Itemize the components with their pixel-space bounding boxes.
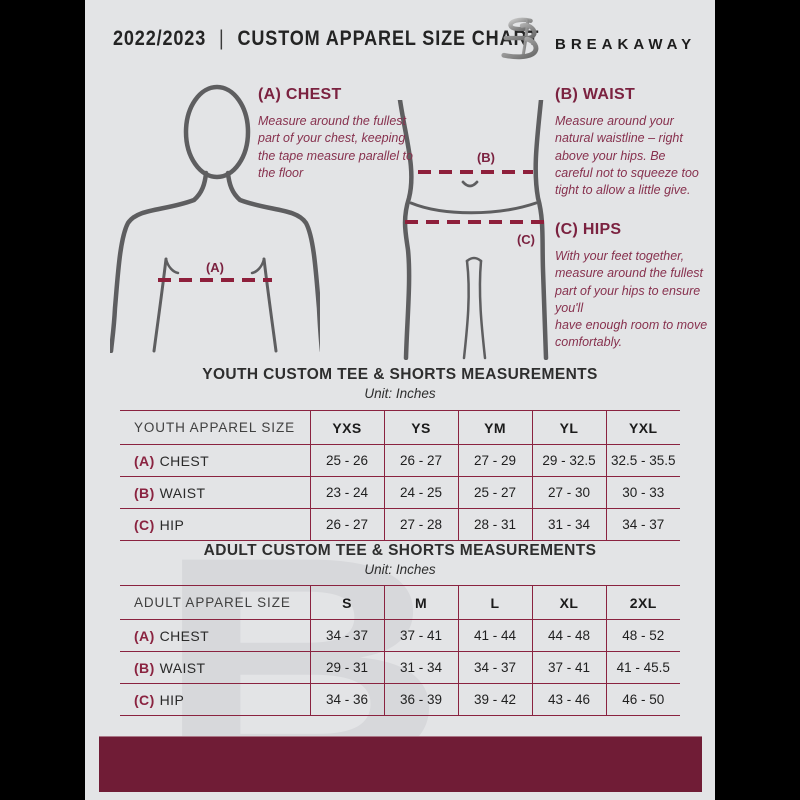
size-value-cell: 36 - 39 [383,683,458,716]
brand-name: BREAKAWAY [555,36,697,53]
youth-unit-label: Unit: Inches [364,386,436,401]
hips-diagram: (B) (C) [393,97,563,365]
row-label: (B) WAIST [120,476,310,509]
hips-guide-text: With your feet together, measure around … [555,249,708,350]
size-value-cell: 23 - 24 [309,476,384,509]
hips-guide: (C) HIPS With your feet together, measur… [555,221,710,352]
table-header-cell: 2XL [605,585,680,620]
row-prefix: (C) [134,516,155,533]
size-value-cell: 25 - 26 [309,444,384,477]
size-value-cell: 39 - 42 [457,683,532,716]
row-name: CHEST [159,627,210,644]
size-value-cell: 29 - 31 [309,651,384,684]
waist-guide: (B) WAIST Measure around your natural wa… [555,86,705,199]
size-value-cell: 27 - 29 [457,444,532,477]
table-header-cell: XL [531,585,606,620]
size-value-cell: 41 - 44 [457,619,532,652]
table-header-cell: YXS [309,410,384,445]
table-header-cell: YS [383,410,458,445]
size-value-cell: 34 - 36 [309,683,384,716]
table-header-cell: YM [457,410,532,445]
row-name: WAIST [159,659,206,676]
table-row: (B) WAIST 23 - 24 24 - 25 25 - 27 27 - 30… [120,476,680,509]
chest-marker-label: (A) [206,260,224,275]
title-separator: | [219,27,225,50]
row-label: (C) HIP [120,683,310,716]
size-value-cell: 28 - 31 [457,508,532,541]
table-header-cell: M [383,585,458,620]
size-value-cell: 43 - 46 [531,683,606,716]
row-label: (C) HIP [120,508,310,541]
size-value-cell: 44 - 48 [531,619,606,652]
row-name: CHEST [159,452,210,469]
table-header-cell: YL [531,410,606,445]
youth-size-table: YOUTH APPAREL SIZE YXS YS YM YL YXL (A) C… [120,410,680,541]
hip-marker-label: (C) [517,232,535,247]
table-row: (B) WAIST 29 - 31 31 - 34 34 - 37 37 - 41… [120,651,680,684]
row-name: HIP [159,691,185,708]
chest-guide-text: Measure around the fullest part of your … [258,114,413,180]
size-value-cell: 31 - 34 [383,651,458,684]
table-header-row: ADULT APPAREL SIZE S M L XL 2XL [120,585,680,620]
row-prefix: (A) [134,627,155,644]
title-text: CUSTOM APPAREL SIZE CHART [237,27,540,50]
size-value-cell: 27 - 30 [531,476,606,509]
waist-marker-label: (B) [477,150,495,165]
table-header-cell: L [457,585,532,620]
size-value-cell: 26 - 27 [309,508,384,541]
row-name: HIP [159,516,185,533]
chest-guide-heading: (A) CHEST [258,86,342,103]
waist-guide-heading: (B) WAIST [555,86,636,103]
table-header-cell: YXL [605,410,680,445]
row-label: (A) CHEST [120,619,310,652]
row-name: WAIST [159,484,206,501]
size-value-cell: 30 - 33 [605,476,680,509]
size-value-cell: 27 - 28 [383,508,458,541]
row-label: (B) WAIST [120,651,310,684]
table-row: (A) CHEST 34 - 37 37 - 41 41 - 44 44 - 48… [120,619,680,652]
size-value-cell: 32.5 - 35.5 [605,444,680,477]
size-value-cell: 24 - 25 [383,476,458,509]
youth-table-title: YOUTH CUSTOM TEE & SHORTS MEASUREMENTS [202,366,598,383]
row-prefix: (B) [134,484,155,501]
row-prefix: (C) [134,691,155,708]
table-header-row: YOUTH APPAREL SIZE YXS YS YM YL YXL [120,410,680,445]
table-row: (C) HIP 34 - 36 36 - 39 39 - 42 43 - 46 4… [120,683,680,716]
table-row: (C) HIP 26 - 27 27 - 28 28 - 31 31 - 34 3… [120,508,680,541]
footer-bar [99,736,702,792]
adult-size-table: ADULT APPAREL SIZE S M L XL 2XL (A) CHEST… [120,585,680,716]
row-label: (A) CHEST [120,444,310,477]
brand-group: BREAKAWAY [498,17,696,66]
size-chart-flyer: B 2022/2023 | CUSTOM APPAREL SIZE CHART [85,0,715,800]
size-value-cell: 37 - 41 [383,619,458,652]
table-header-cell: S [309,585,384,620]
size-value-cell: 34 - 37 [605,508,680,541]
table-header-cell: YOUTH APPAREL SIZE [120,410,310,445]
size-value-cell: 29 - 32.5 [531,444,606,477]
row-prefix: (B) [134,659,155,676]
adult-table-title: ADULT CUSTOM TEE & SHORTS MEASUREMENTS [203,542,597,559]
torso-diagram: (A) [108,83,325,358]
adult-unit-label: Unit: Inches [364,562,436,577]
breakaway-b-logo-icon [498,17,546,66]
size-value-cell: 34 - 37 [457,651,532,684]
chest-guide: (A) CHEST Measure around the fullest par… [258,86,420,182]
size-value-cell: 25 - 27 [457,476,532,509]
table-row: (A) CHEST 25 - 26 26 - 27 27 - 29 29 - 32… [120,444,680,477]
table-header-cell: ADULT APPAREL SIZE [120,585,310,620]
size-value-cell: 48 - 52 [605,619,680,652]
waist-guide-text: Measure around your natural waistline – … [555,114,699,197]
page-title: 2022/2023 | CUSTOM APPAREL SIZE CHART [113,27,539,51]
season-label: 2022/2023 [113,27,207,50]
row-prefix: (A) [134,452,155,469]
size-value-cell: 46 - 50 [605,683,680,716]
size-value-cell: 31 - 34 [531,508,606,541]
size-value-cell: 34 - 37 [309,619,384,652]
size-value-cell: 37 - 41 [531,651,606,684]
hips-guide-heading: (C) HIPS [555,221,622,238]
size-value-cell: 26 - 27 [383,444,458,477]
size-value-cell: 41 - 45.5 [605,651,680,684]
